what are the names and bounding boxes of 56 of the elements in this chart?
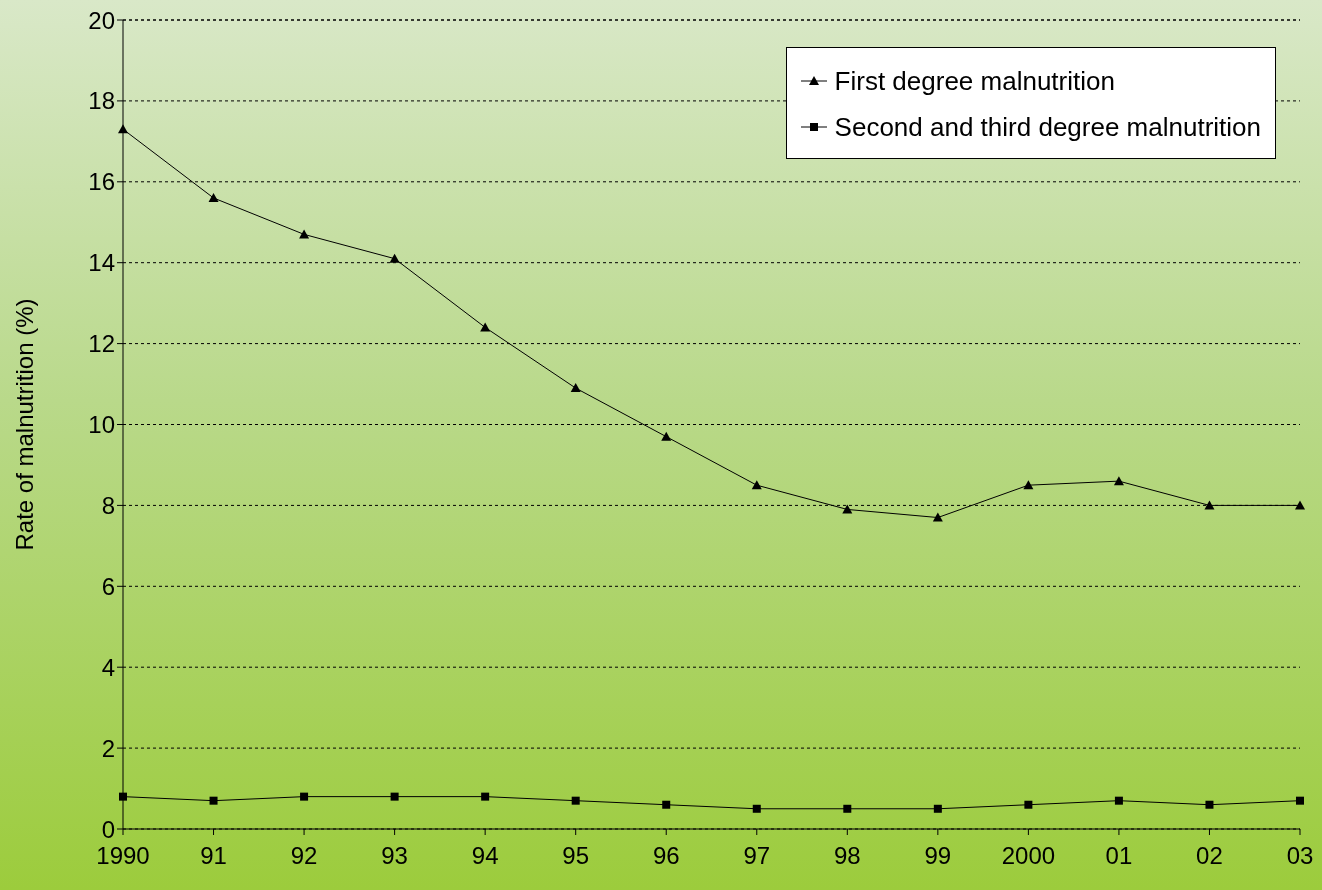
point — [570, 383, 581, 393]
y-tick-label: 8 — [101, 491, 115, 519]
point — [1205, 800, 1214, 809]
x-tick-label: 01 — [1105, 842, 1133, 870]
y-tick-label: 14 — [88, 249, 115, 277]
point — [1296, 796, 1304, 805]
x-tick-label: 94 — [471, 842, 499, 870]
legend-label: First degree malnutrition — [834, 65, 1115, 97]
x-tick-label: 95 — [562, 842, 590, 870]
y-tick-label: 18 — [88, 87, 115, 115]
point — [209, 796, 218, 805]
legend-label: Second and third degree malnutrition — [834, 111, 1261, 143]
point — [932, 512, 943, 522]
y-tick-label: 16 — [88, 168, 115, 196]
point — [208, 192, 219, 202]
point — [300, 792, 309, 801]
x-tick-label: 99 — [924, 842, 952, 870]
point — [661, 431, 672, 441]
point — [299, 229, 310, 239]
x-tick-label: 2000 — [1001, 842, 1056, 870]
x-tick-label: 96 — [652, 842, 680, 870]
y-tick-label: 6 — [101, 572, 115, 600]
x-tick-label: 92 — [290, 842, 318, 870]
point — [480, 322, 491, 332]
point — [1024, 800, 1033, 809]
x-tick-label: 91 — [200, 842, 227, 870]
y-tick-label: 0 — [101, 815, 115, 843]
y-tick-label: 10 — [88, 411, 115, 439]
point — [751, 480, 762, 490]
point — [842, 504, 853, 514]
point — [481, 792, 490, 801]
y-tick-label: 12 — [88, 330, 115, 358]
point — [1295, 500, 1305, 510]
point — [752, 804, 761, 813]
x-tick-label: 02 — [1196, 842, 1223, 870]
point — [119, 792, 127, 801]
point — [843, 804, 852, 813]
point — [389, 253, 400, 263]
point — [662, 800, 671, 809]
y-tick-label: 2 — [101, 734, 115, 762]
point — [1113, 476, 1124, 486]
y-tick-label: 20 — [88, 6, 115, 34]
x-tick-label: 97 — [743, 842, 771, 870]
point — [933, 804, 942, 813]
point — [118, 124, 128, 134]
point — [1114, 796, 1123, 805]
x-tick-label: 93 — [381, 842, 408, 870]
x-tick-label: 98 — [833, 842, 861, 870]
y-axis-title: Rate of malnutrition (%) — [10, 298, 38, 551]
x-tick-label: 1990 — [96, 842, 150, 870]
point — [390, 792, 399, 801]
y-tick-label: 4 — [101, 653, 115, 681]
point — [1204, 500, 1215, 510]
x-tick-label: 03 — [1286, 842, 1314, 870]
point — [1023, 480, 1034, 490]
point — [571, 796, 580, 805]
